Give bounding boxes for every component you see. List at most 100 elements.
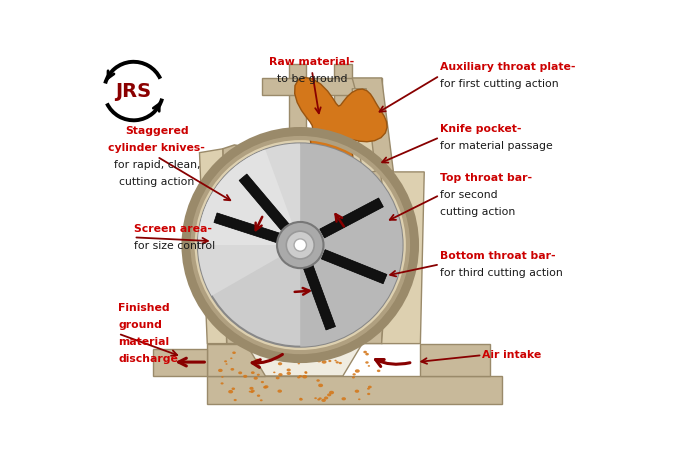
Polygon shape: [362, 270, 380, 283]
Ellipse shape: [277, 390, 282, 393]
Text: Raw material-: Raw material-: [269, 57, 355, 67]
Text: Knife pocket-: Knife pocket-: [440, 124, 521, 134]
Text: for material passage: for material passage: [440, 141, 553, 151]
Bar: [334, 64, 352, 172]
Ellipse shape: [365, 361, 369, 364]
Text: for first cutting action: for first cutting action: [440, 79, 558, 89]
Circle shape: [286, 231, 314, 259]
Ellipse shape: [329, 391, 334, 394]
Ellipse shape: [278, 373, 282, 376]
Ellipse shape: [358, 399, 360, 400]
Ellipse shape: [332, 351, 337, 354]
Ellipse shape: [255, 351, 258, 353]
Polygon shape: [199, 149, 227, 344]
Ellipse shape: [230, 358, 233, 359]
Ellipse shape: [377, 369, 381, 372]
Ellipse shape: [249, 391, 251, 392]
Ellipse shape: [297, 376, 300, 378]
Ellipse shape: [238, 371, 243, 374]
Ellipse shape: [269, 358, 273, 360]
Polygon shape: [223, 145, 258, 344]
Text: Screen area-: Screen area-: [134, 224, 212, 234]
Ellipse shape: [243, 375, 247, 378]
Ellipse shape: [353, 373, 355, 376]
Ellipse shape: [321, 399, 326, 402]
Ellipse shape: [224, 360, 227, 362]
Ellipse shape: [352, 376, 355, 378]
Text: for rapid, clean,: for rapid, clean,: [114, 160, 200, 170]
Ellipse shape: [317, 399, 320, 400]
Ellipse shape: [250, 387, 254, 390]
Text: Staggered: Staggered: [125, 126, 189, 136]
Ellipse shape: [316, 379, 320, 382]
Ellipse shape: [314, 397, 317, 399]
Ellipse shape: [355, 369, 360, 373]
Polygon shape: [352, 89, 376, 173]
Ellipse shape: [275, 357, 278, 359]
Ellipse shape: [327, 393, 331, 396]
Ellipse shape: [233, 399, 237, 401]
Ellipse shape: [335, 360, 337, 361]
Ellipse shape: [305, 372, 307, 374]
Bar: [420, 344, 490, 376]
Ellipse shape: [228, 390, 233, 393]
Text: Air intake: Air intake: [482, 350, 542, 360]
Text: for size control: for size control: [134, 241, 215, 251]
Text: cylinder knives-: cylinder knives-: [109, 143, 206, 153]
Text: discharge: discharge: [118, 354, 178, 364]
Ellipse shape: [300, 398, 302, 400]
Ellipse shape: [319, 397, 322, 400]
Ellipse shape: [365, 353, 369, 355]
Ellipse shape: [255, 351, 259, 354]
Polygon shape: [303, 265, 335, 330]
Ellipse shape: [328, 360, 331, 362]
Text: Finished: Finished: [118, 303, 170, 313]
Polygon shape: [207, 376, 502, 405]
Ellipse shape: [254, 376, 258, 380]
Polygon shape: [362, 168, 393, 344]
Ellipse shape: [278, 362, 282, 365]
Bar: [261, 78, 382, 95]
Ellipse shape: [220, 382, 224, 384]
Ellipse shape: [232, 352, 236, 354]
Polygon shape: [372, 222, 390, 276]
Polygon shape: [246, 344, 362, 376]
Ellipse shape: [221, 376, 224, 378]
Polygon shape: [321, 250, 387, 284]
Ellipse shape: [251, 371, 254, 374]
Text: to be ground: to be ground: [277, 74, 347, 84]
Ellipse shape: [339, 362, 342, 364]
Polygon shape: [214, 213, 279, 243]
Ellipse shape: [260, 400, 263, 401]
Ellipse shape: [342, 397, 346, 400]
Circle shape: [183, 128, 418, 362]
Ellipse shape: [256, 359, 259, 360]
Ellipse shape: [367, 388, 370, 390]
Polygon shape: [360, 224, 378, 235]
Polygon shape: [239, 174, 289, 231]
Ellipse shape: [368, 365, 370, 367]
Ellipse shape: [231, 387, 235, 390]
Ellipse shape: [298, 363, 300, 364]
Ellipse shape: [256, 394, 260, 397]
Ellipse shape: [355, 390, 359, 393]
Circle shape: [277, 222, 323, 268]
Text: ground: ground: [118, 320, 162, 330]
Ellipse shape: [302, 375, 307, 378]
Circle shape: [294, 239, 307, 251]
Ellipse shape: [250, 391, 254, 393]
Ellipse shape: [321, 360, 327, 364]
Text: for second: for second: [440, 190, 498, 200]
Ellipse shape: [324, 396, 328, 400]
Text: for third cutting action: for third cutting action: [440, 268, 562, 278]
Ellipse shape: [317, 360, 321, 362]
Text: Auxiliary throat plate-: Auxiliary throat plate-: [440, 62, 575, 72]
Ellipse shape: [368, 386, 372, 388]
Ellipse shape: [273, 371, 275, 373]
Ellipse shape: [218, 369, 222, 372]
Ellipse shape: [286, 368, 291, 371]
Polygon shape: [295, 78, 387, 191]
Ellipse shape: [276, 376, 279, 379]
Text: cutting action: cutting action: [440, 207, 515, 217]
Ellipse shape: [231, 368, 234, 371]
